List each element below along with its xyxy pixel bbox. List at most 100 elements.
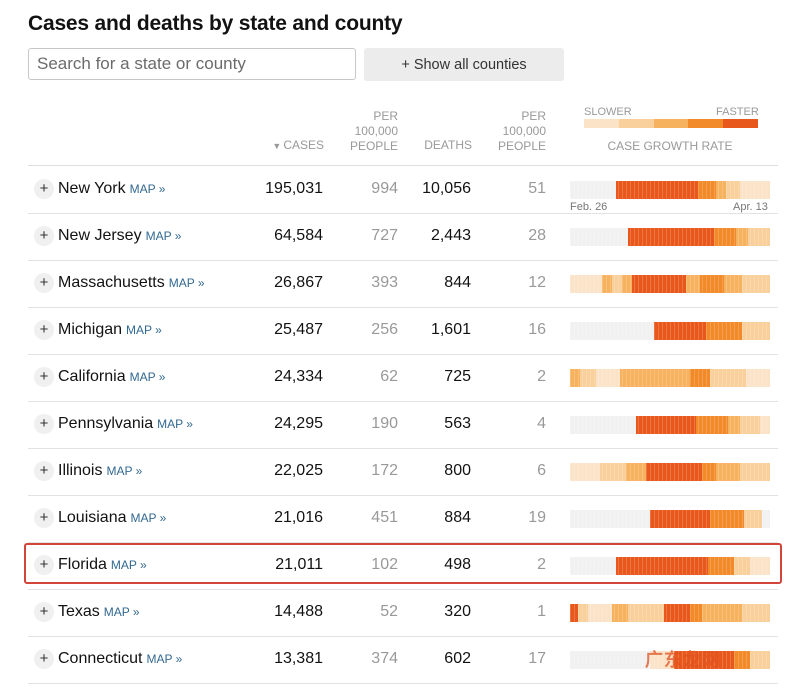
sparkline-day-tick	[654, 228, 655, 246]
growth-sparkline	[570, 416, 770, 434]
sparkline-day-tick	[678, 369, 679, 387]
map-link[interactable]: MAP »	[126, 323, 162, 337]
sparkline-day-tick	[630, 228, 631, 246]
sparkline-day-tick	[702, 510, 703, 528]
sparkline-day-tick	[742, 557, 743, 575]
state-name[interactable]: New Jersey MAP »	[58, 227, 181, 245]
search-input[interactable]	[28, 48, 356, 80]
sparkline-day-tick	[710, 651, 711, 669]
map-link[interactable]: MAP »	[157, 417, 193, 431]
growth-sparkline	[570, 651, 770, 669]
sparkline-day-tick	[718, 369, 719, 387]
state-name[interactable]: Connecticut MAP »	[58, 650, 182, 668]
show-all-counties-button[interactable]: + Show all counties	[364, 48, 564, 81]
expand-icon[interactable]: +	[34, 320, 54, 340]
sparkline-day-tick	[598, 510, 599, 528]
table-row[interactable]: + Massachusetts MAP » 26,867 393 844 12	[28, 260, 778, 308]
growth-sparkline	[570, 510, 770, 528]
sparkline-day-tick	[766, 463, 767, 481]
sparkline-day-tick	[642, 228, 643, 246]
state-name[interactable]: New York MAP »	[58, 180, 165, 198]
sparkline-day-tick	[742, 275, 743, 293]
map-link[interactable]: MAP »	[130, 511, 167, 525]
sparkline-day-tick	[690, 651, 691, 669]
table-row[interactable]: + Texas MAP » 14,488 52 320 1	[28, 589, 778, 637]
expand-icon[interactable]: +	[34, 414, 54, 434]
table-row[interactable]: + New York MAP » 195,031 994 10,056 51	[28, 166, 778, 214]
table-row[interactable]: + Illinois MAP » 22,025 172 800 6	[28, 448, 778, 496]
sparkline-segment	[708, 557, 734, 575]
cases-value: 64,584	[274, 227, 323, 244]
state-name[interactable]: Illinois MAP »	[58, 462, 142, 480]
state-name[interactable]: Louisiana MAP »	[58, 509, 166, 527]
cases-header[interactable]: ▼ CASES	[200, 138, 324, 154]
sparkline-day-tick	[650, 510, 651, 528]
sparkline-day-tick	[626, 510, 627, 528]
map-link[interactable]: MAP »	[146, 652, 183, 666]
sparkline-segment	[726, 181, 740, 199]
state-name[interactable]: Michigan MAP »	[58, 321, 162, 339]
expand-icon[interactable]: +	[34, 508, 54, 528]
sparkline-day-tick	[758, 322, 759, 340]
sparkline-day-tick	[630, 557, 631, 575]
sparkline-day-tick	[738, 275, 739, 293]
sparkline-segment	[646, 463, 702, 481]
sparkline-day-tick	[694, 322, 695, 340]
sparkline-day-tick	[578, 416, 579, 434]
sparkline-day-tick	[590, 322, 591, 340]
state-name[interactable]: Massachusetts MAP »	[58, 274, 205, 292]
expand-icon[interactable]: +	[34, 461, 54, 481]
table-row[interactable]: + Florida MAP » 21,011 102 498 2	[28, 542, 778, 590]
map-link[interactable]: MAP »	[145, 229, 182, 243]
sparkline-day-tick	[586, 369, 587, 387]
sparkline-day-tick	[726, 557, 727, 575]
map-link[interactable]: MAP »	[106, 464, 143, 478]
map-link[interactable]: MAP »	[129, 370, 166, 384]
sparkline-day-tick	[690, 181, 691, 199]
state-name[interactable]: Florida MAP »	[58, 556, 147, 574]
expand-icon[interactable]: +	[34, 367, 54, 387]
table-row[interactable]: + New Jersey MAP » 64,584 727 2,443 28	[28, 213, 778, 261]
sparkline-day-tick	[650, 463, 651, 481]
sparkline-day-tick	[766, 416, 767, 434]
cases-value: 14,488	[274, 603, 323, 620]
deaths-value: 602	[444, 650, 471, 667]
table-row[interactable]: + Louisiana MAP » 21,016 451 884 19	[28, 495, 778, 543]
expand-icon[interactable]: +	[34, 555, 54, 575]
table-row[interactable]: + California MAP » 24,334 62 725 2	[28, 354, 778, 402]
sparkline-day-tick	[618, 228, 619, 246]
state-name[interactable]: Pennsylvania MAP »	[58, 415, 193, 433]
expand-icon[interactable]: +	[34, 273, 54, 293]
expand-icon[interactable]: +	[34, 179, 54, 199]
sparkline-day-tick	[590, 463, 591, 481]
sparkline-day-tick	[722, 416, 723, 434]
expand-icon[interactable]: +	[34, 649, 54, 669]
sparkline-day-tick	[726, 463, 727, 481]
sparkline-day-tick	[586, 557, 587, 575]
sparkline-day-tick	[714, 557, 715, 575]
map-link[interactable]: MAP »	[168, 276, 205, 290]
sparkline-day-tick	[602, 275, 603, 293]
state-name[interactable]: Texas MAP »	[58, 603, 140, 621]
map-link[interactable]: MAP »	[110, 558, 147, 572]
expand-icon[interactable]: +	[34, 602, 54, 622]
table-row[interactable]: + Connecticut MAP » 13,381 374 602 17	[28, 636, 778, 684]
deaths-header[interactable]: DEATHS	[424, 138, 472, 152]
state-label: California	[58, 368, 126, 385]
state-name[interactable]: California MAP »	[58, 368, 165, 386]
sparkline-day-tick	[658, 510, 659, 528]
sparkline-day-tick	[674, 275, 675, 293]
sparkline-day-tick	[682, 557, 683, 575]
table-row[interactable]: + Pennsylvania MAP » 24,295 190 563 4	[28, 401, 778, 449]
state-label: Connecticut	[58, 650, 143, 667]
map-link[interactable]: MAP »	[103, 605, 140, 619]
table-row[interactable]: + Michigan MAP » 25,487 256 1,601 16	[28, 307, 778, 355]
expand-icon[interactable]: +	[34, 226, 54, 246]
map-link[interactable]: MAP »	[129, 182, 166, 196]
sparkline-day-tick	[594, 275, 595, 293]
legend-swatch	[688, 119, 724, 128]
sparkline-day-tick	[594, 322, 595, 340]
sparkline-day-tick	[662, 557, 663, 575]
state-label: Massachusetts	[58, 274, 165, 291]
sparkline-day-tick	[754, 416, 755, 434]
